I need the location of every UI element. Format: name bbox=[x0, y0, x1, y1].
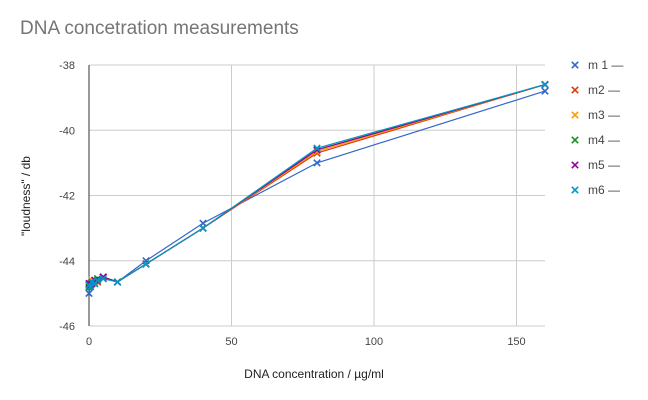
series-group bbox=[85, 80, 549, 291]
x-tick-label: 150 bbox=[507, 336, 525, 348]
data-point-marker bbox=[113, 278, 122, 286]
x-tick-label: 100 bbox=[365, 336, 383, 348]
legend-item: m 1 — bbox=[571, 58, 623, 72]
chart-title: DNA concetration measurements bbox=[20, 18, 299, 39]
legend-label: m6 — bbox=[588, 183, 620, 197]
legend-label: m5 — bbox=[588, 158, 620, 172]
legend-item: m3 — bbox=[571, 108, 620, 122]
y-tick-label: -38 bbox=[59, 60, 75, 72]
data-point-marker bbox=[93, 276, 102, 285]
series-line bbox=[88, 83, 546, 287]
y-tick-label: -46 bbox=[59, 321, 75, 333]
series-line bbox=[88, 83, 546, 286]
y-tick-label: -40 bbox=[59, 125, 75, 137]
y-tick-label: -42 bbox=[59, 191, 75, 203]
series-line bbox=[88, 83, 546, 289]
data-point-marker bbox=[571, 61, 579, 69]
data-point-marker bbox=[571, 86, 579, 94]
legend-item: m2 — bbox=[571, 83, 620, 97]
series-group bbox=[85, 87, 549, 298]
data-point-marker bbox=[571, 136, 579, 144]
data-point-marker bbox=[313, 159, 321, 167]
legend-item: m4 — bbox=[571, 133, 620, 147]
y-axis-label: "loudness" / db bbox=[19, 156, 33, 236]
legend-item: m6 — bbox=[571, 183, 620, 197]
data-point-marker bbox=[85, 289, 93, 298]
grid bbox=[89, 64, 545, 327]
data-point-marker bbox=[541, 87, 549, 95]
tick-labels: -38 -40 -42 -44 -46 0 50 100 150 bbox=[59, 60, 526, 348]
data-point-marker bbox=[541, 80, 549, 89]
data-point-marker bbox=[99, 274, 108, 283]
series-line bbox=[88, 90, 546, 294]
data-point-marker bbox=[571, 111, 579, 119]
legend-label: m4 — bbox=[588, 133, 620, 147]
x-tick-label: 50 bbox=[225, 336, 237, 348]
series-line bbox=[88, 84, 546, 287]
x-tick-label: 0 bbox=[86, 336, 92, 348]
legend-item: m5 — bbox=[571, 158, 620, 172]
legend-label: m2 — bbox=[588, 83, 620, 97]
legend-label: m 1 — bbox=[588, 58, 623, 72]
data-point-marker bbox=[199, 224, 207, 232]
legend: m 1 — m2 — m3 — m4 — m5 — m6 — bbox=[571, 58, 623, 197]
data-point-marker bbox=[142, 260, 150, 268]
legend-label: m3 — bbox=[588, 108, 620, 122]
data-point-marker bbox=[571, 186, 579, 194]
data-point-marker bbox=[571, 161, 579, 169]
x-axis-label: DNA concentration / µg/ml bbox=[244, 367, 384, 381]
y-tick-label: -44 bbox=[59, 256, 75, 268]
series-layer bbox=[85, 80, 549, 298]
data-point-marker bbox=[313, 144, 321, 152]
